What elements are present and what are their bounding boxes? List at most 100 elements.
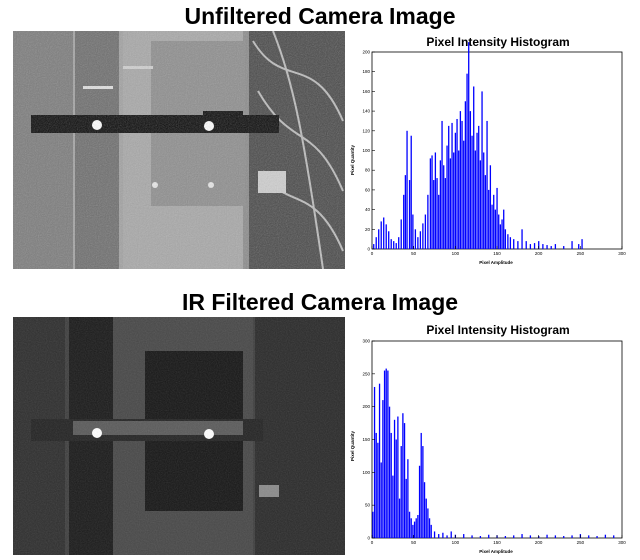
ir-filtered-histogram-bar: [375, 432, 377, 538]
unfiltered-y-tick-label: 200: [362, 50, 370, 55]
unfiltered-histogram-bar: [481, 91, 483, 250]
unfiltered-histogram-ylabel: Pixel Quantity: [350, 145, 355, 176]
ir-filtered-histogram-bar: [387, 370, 389, 538]
unfiltered-histogram-bar: [473, 86, 475, 249]
unfiltered-histogram-bar: [550, 246, 552, 249]
unfiltered-histogram-bar: [468, 42, 470, 250]
ir-filtered-x-tick-label: 100: [452, 540, 460, 545]
ir-filtered-x-tick-label: 200: [535, 540, 543, 545]
unfiltered-histogram-title: Pixel Intensity Histogram: [426, 35, 569, 49]
unfiltered-histogram-bar: [429, 158, 432, 249]
unfiltered-histogram-bar: [417, 237, 419, 249]
ir-filtered-histogram-bar: [596, 536, 598, 538]
unfiltered-x-tick-label: 300: [618, 251, 626, 256]
ir-filtered-histogram-bar: [408, 511, 411, 538]
unfiltered-x-tick-label: 150: [493, 251, 501, 256]
unfiltered-histogram-bar: [456, 118, 458, 249]
unfiltered-histogram-bar: [438, 194, 440, 249]
ir-filtered-section-title: IR Filtered Camera Image: [181, 289, 459, 315]
unfiltered-histogram-bar: [466, 73, 468, 249]
ir-filtered-histogram-bar: [463, 534, 465, 538]
unfiltered-histogram-bar: [529, 244, 532, 249]
ir-filtered-x-tick-label: 50: [411, 540, 417, 545]
ir-filtered-histogram-bar: [571, 535, 573, 538]
ir-filtered-histogram-bar: [412, 524, 414, 538]
unfiltered-histogram-bar: [478, 125, 480, 249]
ir-filtered-y-tick-label: 150: [362, 437, 370, 442]
unfiltered-histogram-bar: [408, 180, 411, 249]
ir-filtered-histogram-bar: [546, 534, 548, 538]
ir-filtered-histogram-bar: [388, 406, 391, 538]
unfiltered-histogram-bar: [439, 160, 442, 249]
unfiltered-x-tick-label: 100: [452, 251, 460, 256]
ir-filtered-y-tick-label: 50: [365, 503, 371, 508]
unfiltered-histogram-bar: [393, 241, 395, 249]
ir-filtered-histogram-bar: [398, 498, 401, 538]
ir-filtered-histogram-bar: [377, 442, 379, 538]
ir-filtered-x-tick-label: 150: [493, 540, 501, 545]
ir-filtered-histogram-bar: [380, 462, 382, 538]
unfiltered-histogram-bar: [414, 229, 417, 249]
unfiltered-histogram-bar: [390, 239, 392, 249]
unfiltered-histogram-bar: [433, 180, 435, 249]
unfiltered-histogram-bar: [499, 224, 502, 249]
unfiltered-histogram-bar: [406, 130, 408, 249]
unfiltered-histogram-bar: [385, 224, 387, 249]
unfiltered-histogram-bar: [486, 120, 488, 249]
ir-filtered-histogram-bar: [383, 370, 386, 538]
ir-filtered-histogram-title: Pixel Intensity Histogram: [426, 323, 569, 337]
ir-filtered-histogram-bar: [392, 475, 394, 538]
ir-filtered-histogram-bar: [400, 446, 402, 538]
unfiltered-histogram-bar: [479, 160, 482, 249]
unfiltered-histogram-bar: [378, 229, 380, 249]
unfiltered-histogram-bar: [388, 231, 390, 249]
unfiltered-histogram-bar: [491, 204, 493, 249]
unfiltered-histogram-bar: [509, 237, 512, 249]
unfiltered-histogram-bar: [571, 241, 573, 249]
ir-filtered-histogram-bar: [588, 535, 590, 538]
unfiltered-histogram-bar: [501, 219, 503, 249]
unfiltered-histogram-bar: [403, 194, 405, 249]
ir-filtered-histogram: Pixel Intensity Histogram 0 50 100 150 200 25…: [346, 316, 636, 556]
unfiltered-histogram-bar: [463, 140, 465, 249]
unfiltered-histogram-bar: [488, 189, 490, 249]
unfiltered-histogram-bar: [454, 132, 457, 249]
unfiltered-histogram-bar: [533, 243, 536, 249]
unfiltered-y-tick-label: 100: [362, 148, 370, 153]
unfiltered-histogram-bar: [373, 244, 375, 249]
unfiltered-histogram-bar: [513, 239, 515, 249]
ir-filtered-histogram-bar: [417, 515, 419, 538]
unfiltered-histogram-bar: [410, 135, 412, 249]
unfiltered-y-tick-label: 180: [362, 69, 370, 74]
unfiltered-histogram-bar: [471, 135, 473, 249]
ir-filtered-histogram-bar: [488, 534, 490, 538]
unfiltered-histogram-bar: [441, 120, 443, 249]
unfiltered-histogram-bar: [489, 165, 492, 249]
unfiltered-histogram-bar: [383, 217, 385, 249]
ir-filtered-histogram-bar: [450, 531, 452, 538]
ir-filtered-y-tick-label: 250: [362, 371, 370, 376]
unfiltered-histogram-bar: [380, 221, 382, 249]
ir-filtered-histogram-bar: [378, 383, 381, 538]
unfiltered-histogram-bar: [434, 152, 437, 249]
unfiltered-histogram-bar: [446, 145, 448, 249]
ir-filtered-histogram-bar: [513, 535, 515, 538]
unfiltered-histogram-bar: [476, 132, 478, 249]
unfiltered-histogram-bar: [542, 244, 544, 249]
unfiltered-histogram-xlabel: Pixel Amplitude: [479, 260, 513, 265]
ir-filtered-histogram-bar: [395, 439, 397, 538]
unfiltered-histogram-bar: [427, 194, 429, 249]
unfiltered-histogram-bar: [554, 244, 557, 249]
ir-filtered-histogram-bar: [423, 482, 426, 538]
unfiltered-histogram-bar: [398, 237, 400, 249]
unfiltered-histogram-bar: [461, 120, 463, 249]
ir-filtered-histogram-bar: [410, 518, 412, 538]
ir-filtered-histogram-bar: [385, 368, 387, 538]
unfiltered-histogram-bar: [449, 158, 452, 249]
unfiltered-histogram-bar: [563, 246, 565, 249]
unfiltered-histogram-bar: [483, 152, 485, 249]
ir-filtered-histogram-bar: [504, 536, 507, 538]
ir-filtered-histogram-bar: [373, 386, 376, 538]
ir-filtered-histogram-ylabel: Pixel Quantity: [350, 431, 355, 462]
unfiltered-histogram-bar: [443, 165, 445, 249]
